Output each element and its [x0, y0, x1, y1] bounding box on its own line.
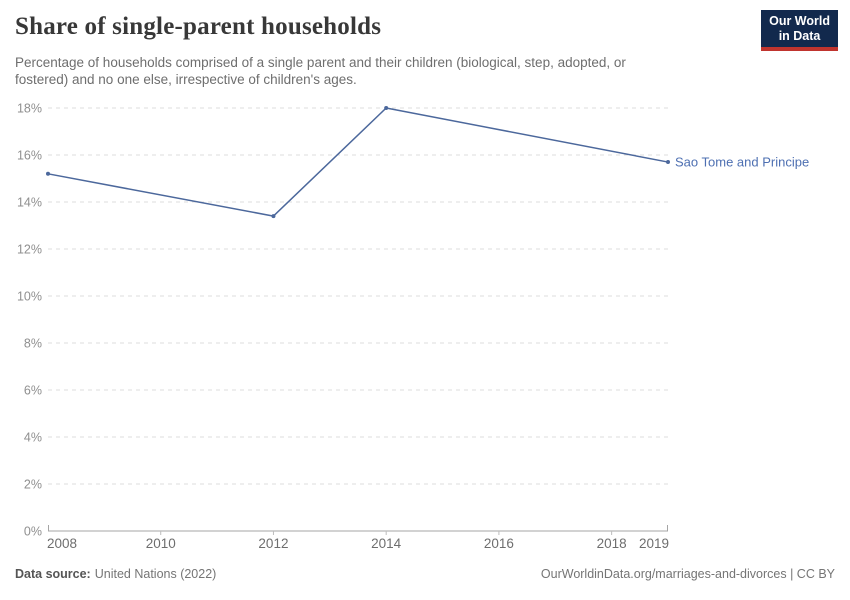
- y-axis-tick-label-4: 4%: [24, 431, 42, 445]
- y-axis-tick-label-6: 6%: [24, 384, 42, 398]
- y-axis-tick-label-0: 0%: [24, 525, 42, 539]
- series-line[interactable]: [47, 107, 669, 217]
- data-source: Data source: United Nations (2022): [15, 567, 216, 581]
- data-point-2012[interactable]: [271, 214, 276, 219]
- y-axis-tick-label-2: 2%: [24, 478, 42, 492]
- x-axis-tick-label-2016: 2016: [484, 536, 514, 551]
- y-axis-tick-label-12: 12%: [17, 243, 42, 257]
- data-source-value: United Nations (2022): [94, 567, 217, 581]
- footer-citation-link[interactable]: OurWorldinData.org/marriages-and-divorce…: [540, 567, 835, 581]
- x-axis-tick-label-2014: 2014: [371, 536, 402, 551]
- y-axis-tick-label-16: 16%: [17, 149, 42, 163]
- x-axis-tick-label-2018: 2018: [597, 536, 627, 551]
- x-axis-tick-label-2019: 2019: [639, 536, 669, 551]
- x-axis-tick-label-2010: 2010: [146, 536, 176, 551]
- line-chart-canvas[interactable]: 0% 2% 4% 6% 8% 10% 12% 14% 16% 18% 2008 2010 2012 201…: [0, 0, 850, 560]
- chart-subtitle: Percentage of households comprised of a …: [15, 54, 626, 88]
- y-axis-tick-label-10: 10%: [17, 290, 42, 304]
- data-point-2019[interactable]: [666, 160, 670, 165]
- x-axis-tick-label-2008: 2008: [47, 536, 77, 551]
- chart-title: Share of single-parent households: [15, 13, 382, 40]
- subtitle-line-1: Percentage of households comprised of a …: [15, 55, 626, 70]
- owid-logo: Our World in Data: [761, 10, 838, 51]
- chart-footer: Data source: United Nations (2022) OurWor…: [15, 567, 835, 581]
- y-axis-tick-label-14: 14%: [17, 196, 42, 210]
- owid-logo-line2: in Data: [778, 29, 821, 43]
- data-source-label: Data source:: [15, 567, 91, 581]
- y-axis-tick-label-8: 8%: [24, 337, 42, 351]
- data-point-2008[interactable]: [46, 171, 50, 176]
- x-axis-tick-label-2012: 2012: [258, 536, 288, 551]
- data-point-2014[interactable]: [384, 106, 389, 110]
- owid-logo-line1: Our World: [769, 14, 830, 28]
- series-entity-label[interactable]: Sao Tome and Principe: [675, 155, 809, 170]
- y-axis-tick-label-18: 18%: [17, 102, 42, 116]
- subtitle-line-2: fostered) and no one else, irrespective …: [15, 72, 357, 87]
